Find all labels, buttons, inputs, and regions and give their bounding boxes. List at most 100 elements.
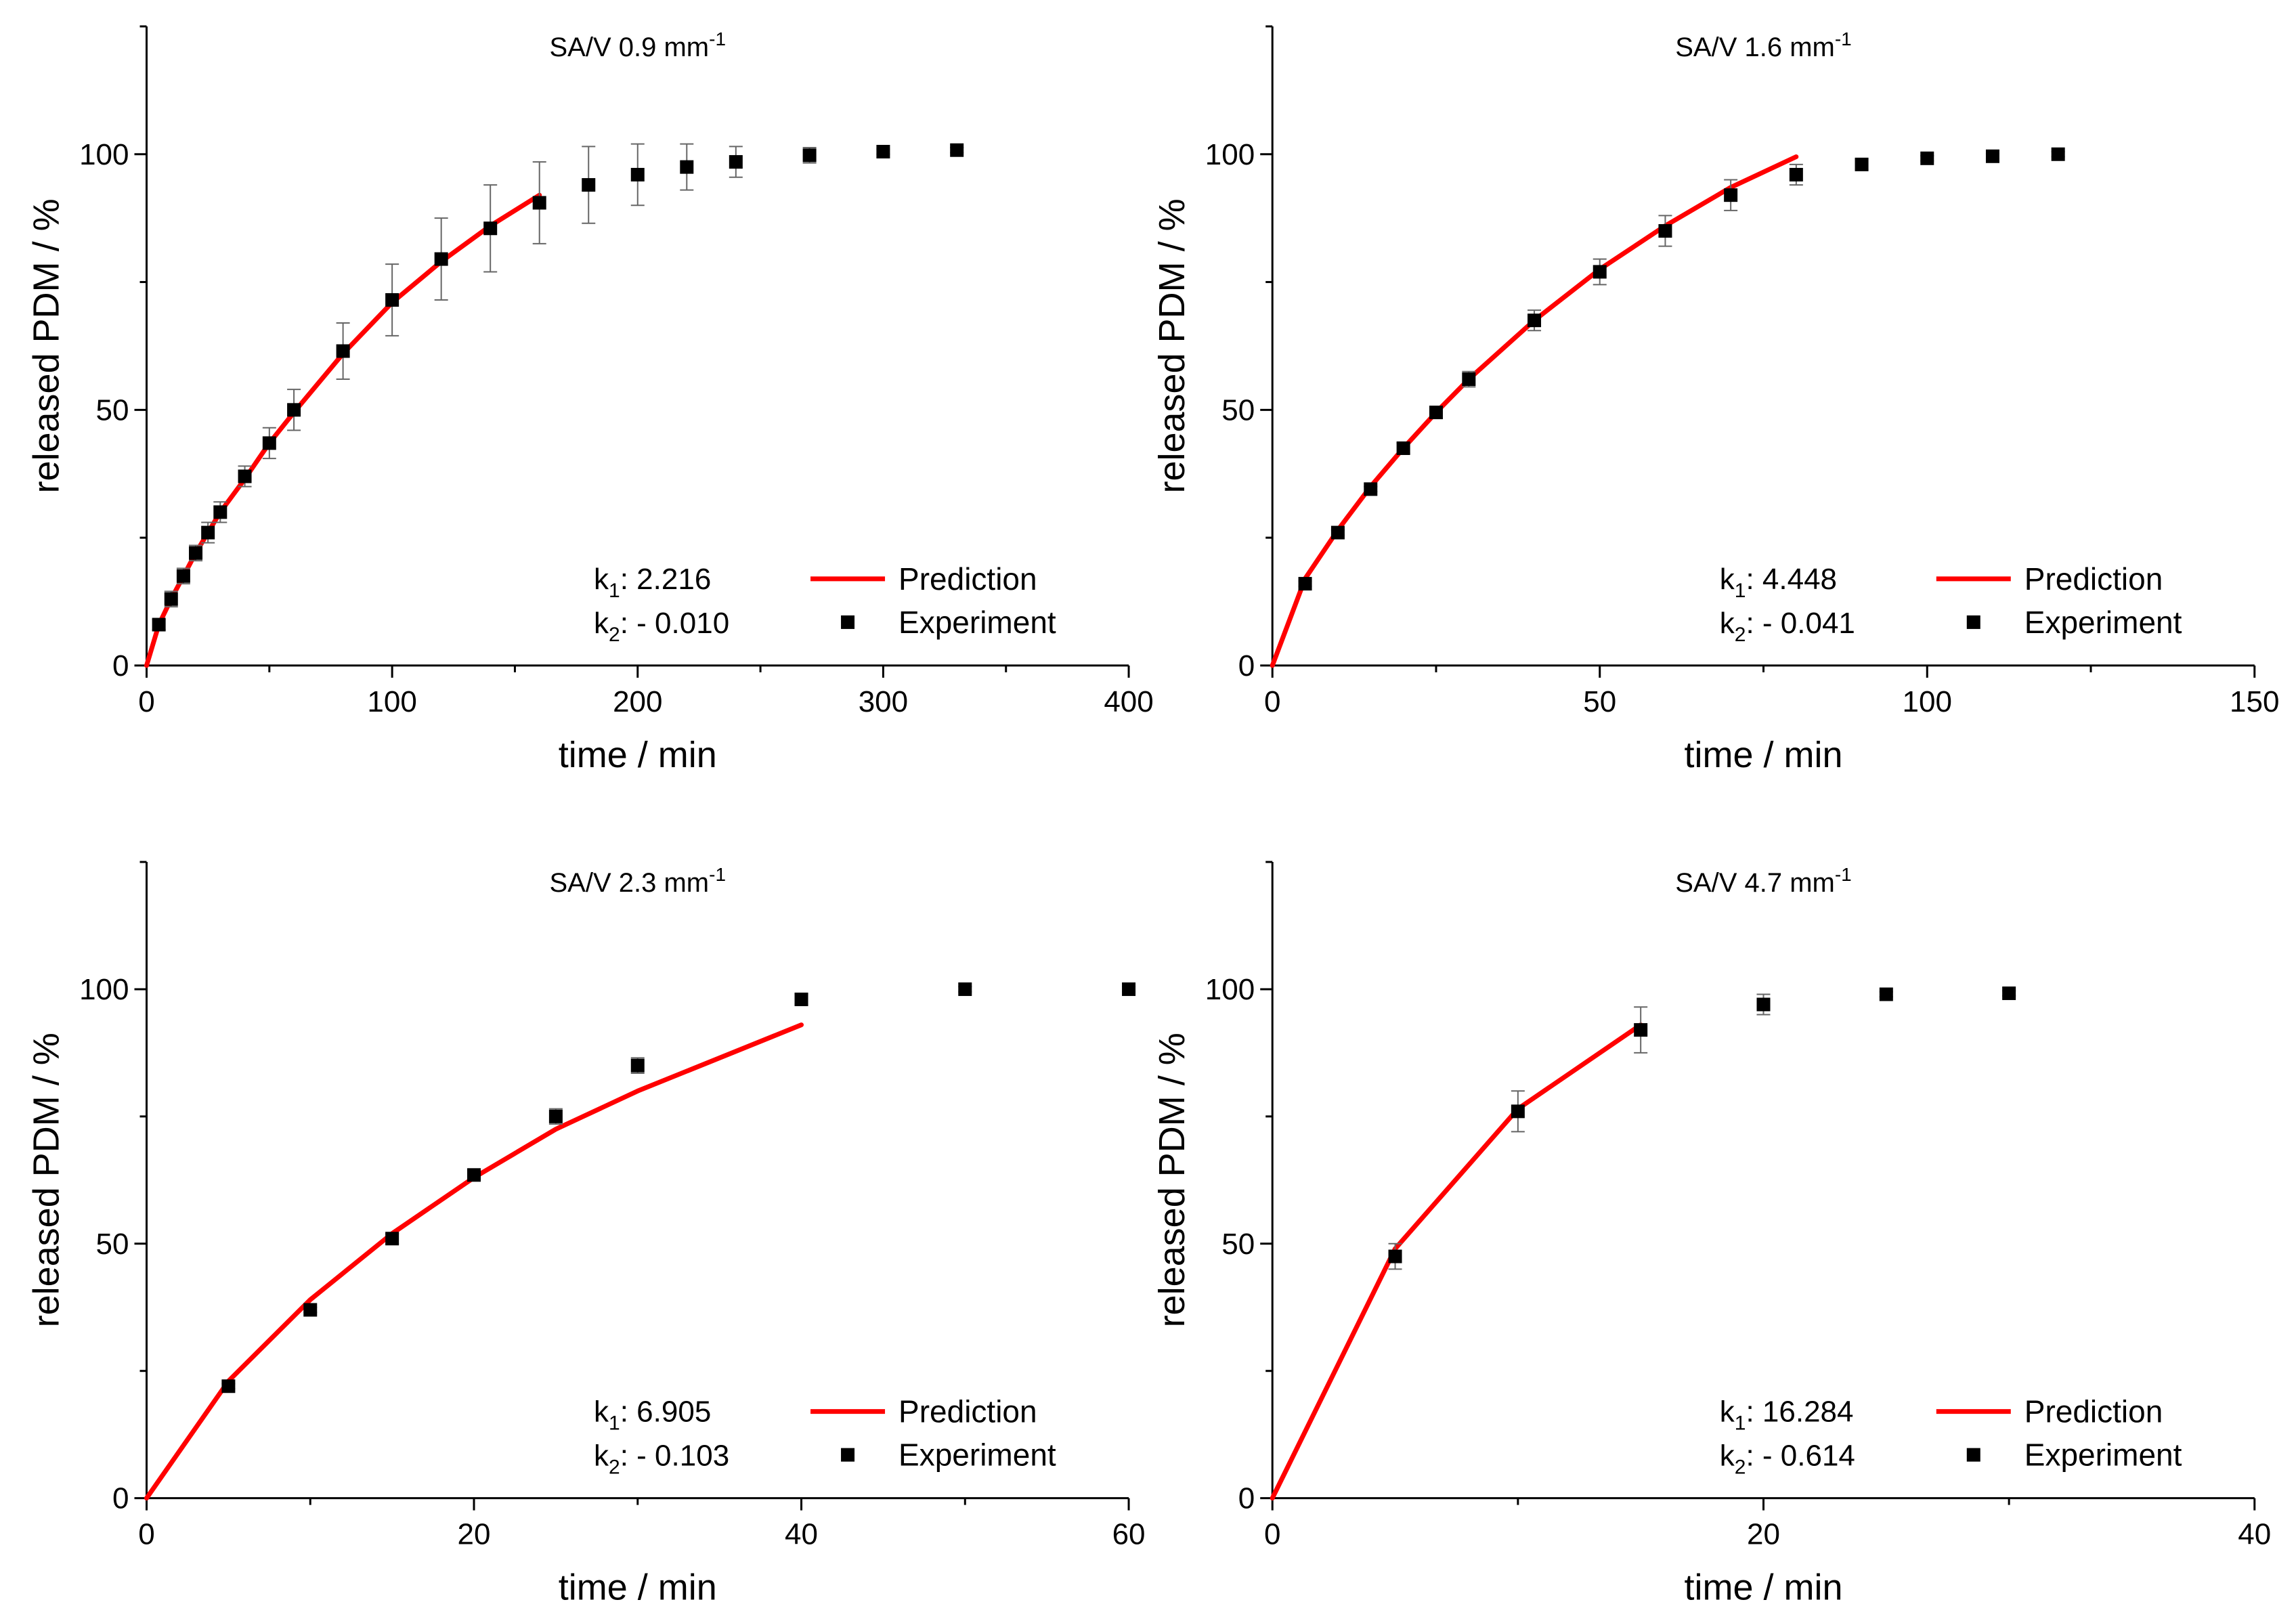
experiment-point [303, 1303, 318, 1317]
k2-annotation: k2: - 0.614 [1720, 1440, 1855, 1479]
k-value: : 6.905 [620, 1395, 712, 1429]
experiment-point [680, 160, 694, 174]
experiment-point [1396, 441, 1410, 455]
y-tick-label: 0 [1238, 1482, 1255, 1515]
experiment-point [802, 148, 817, 163]
experiment-point [1985, 149, 1999, 163]
k-label: k [594, 1395, 609, 1429]
panel-title: SA/V 0.9 mm-1 [550, 28, 727, 62]
x-tick-label: 40 [2238, 1518, 2271, 1551]
experiment-point [1429, 406, 1443, 420]
experiment-point [1298, 577, 1312, 591]
experiment-point [1634, 1023, 1648, 1037]
prediction-line [144, 192, 542, 668]
experiment-point [582, 178, 596, 192]
legend-square-swatch [841, 1448, 855, 1462]
panel-title-text: SA/V 1.6 mm [1675, 33, 1835, 62]
experiment-point [483, 221, 498, 236]
legend-label: Experiment [898, 605, 1056, 640]
prediction-line [1270, 1022, 1643, 1501]
experiment-point [152, 618, 166, 632]
y-tick-label: 100 [79, 973, 129, 1006]
k-subscript: 1 [1735, 1412, 1746, 1435]
y-tick-label: 100 [79, 138, 129, 171]
k-subscript: 2 [1735, 1456, 1746, 1479]
k-value: : - 0.103 [620, 1440, 729, 1473]
chart-panel-2: 0 50 100 0 50 100 150 time / min released PDM / … [1152, 25, 2279, 775]
x-tick-label: 0 [138, 1518, 154, 1551]
experiment-point [1724, 188, 1738, 202]
experiment-point [238, 469, 252, 483]
k-subscript: 2 [609, 624, 620, 646]
chart-panel-4: 0 50 100 0 20 40 time / min released PDM / % SA/… [1152, 861, 2271, 1608]
panel-title-text: SA/V 4.7 mm [1675, 868, 1835, 898]
k-label: k [594, 1440, 609, 1473]
experiment-point [287, 403, 301, 417]
k-label: k [1720, 1440, 1735, 1473]
panel-title-text: SA/V 2.3 mm [550, 868, 710, 898]
y-tick-label: 0 [112, 1482, 129, 1515]
y-tick-label: 50 [96, 393, 129, 427]
x-tick-label: 40 [785, 1518, 818, 1551]
legend-label: Prediction [898, 561, 1037, 597]
x-tick-label: 0 [1264, 1518, 1280, 1551]
x-axis-title: time / min [1684, 735, 1842, 775]
k2-annotation: k2: - 0.010 [594, 607, 729, 646]
k-label: k [1720, 1395, 1735, 1429]
k-subscript: 2 [609, 1456, 620, 1479]
experiment-point [434, 252, 448, 266]
experiment-point [336, 344, 350, 358]
k-value: : - 0.041 [1746, 607, 1855, 640]
experiment-point [201, 525, 215, 540]
experiment-point [1462, 372, 1476, 387]
legend-label: Experiment [2024, 605, 2182, 640]
legend: Prediction Experiment [1936, 1394, 2182, 1473]
panel-title: SA/V 2.3 mm-1 [550, 864, 727, 898]
panel-title-text: SA/V 0.9 mm [550, 33, 710, 62]
y-tick-label: 0 [1238, 649, 1255, 683]
panel-title: SA/V 1.6 mm-1 [1675, 28, 1852, 62]
panel-title-superscript: -1 [1835, 28, 1852, 49]
panel-title-superscript: -1 [709, 28, 726, 49]
x-tick-label: 0 [1264, 685, 1280, 718]
legend-label: Prediction [898, 1394, 1037, 1429]
k1-annotation: k1: 2.216 [594, 563, 711, 602]
experiment-point [189, 546, 203, 560]
experiment-point [1658, 224, 1672, 238]
panel-title-superscript: -1 [1835, 864, 1852, 885]
experiment-point [958, 982, 972, 996]
legend-square-swatch [1966, 1448, 1980, 1462]
prediction-line [1270, 154, 1799, 668]
experiment-point [221, 1379, 236, 1393]
experiment-point [548, 1109, 563, 1123]
x-tick-label: 0 [138, 685, 154, 718]
experiment-point [1879, 987, 1893, 1001]
k-subscript: 1 [1735, 580, 1746, 602]
experiment-point [2051, 147, 2065, 161]
x-axis-title: time / min [1684, 1567, 1842, 1608]
experiment-point [950, 143, 964, 157]
k2-annotation: k2: - 0.041 [1720, 607, 1855, 646]
x-axis-title: time / min [559, 1567, 717, 1608]
y-tick-label: 100 [1205, 973, 1255, 1006]
legend-label: Experiment [898, 1437, 1056, 1473]
x-tick-label: 20 [1747, 1518, 1780, 1551]
experiment-point [794, 992, 808, 1006]
x-tick-label: 400 [1104, 685, 1153, 718]
y-axis-title: released PDM / % [1152, 1033, 1192, 1327]
legend: Prediction Experiment [810, 561, 1056, 640]
y-axis-title: released PDM / % [1152, 198, 1192, 493]
y-axis-title: released PDM / % [26, 1033, 67, 1327]
legend-square-swatch [1966, 615, 1980, 629]
k1-annotation: k1: 6.905 [594, 1395, 711, 1435]
experiment-point [1388, 1249, 1402, 1263]
x-tick-label: 20 [458, 1518, 491, 1551]
x-tick-label: 100 [367, 685, 416, 718]
legend-label: Experiment [2024, 1437, 2182, 1473]
x-axis-title: time / min [559, 735, 717, 775]
k-subscript: 1 [609, 580, 620, 602]
k-label: k [1720, 563, 1735, 596]
k-value: : 4.448 [1746, 563, 1837, 596]
k-label: k [594, 607, 609, 640]
